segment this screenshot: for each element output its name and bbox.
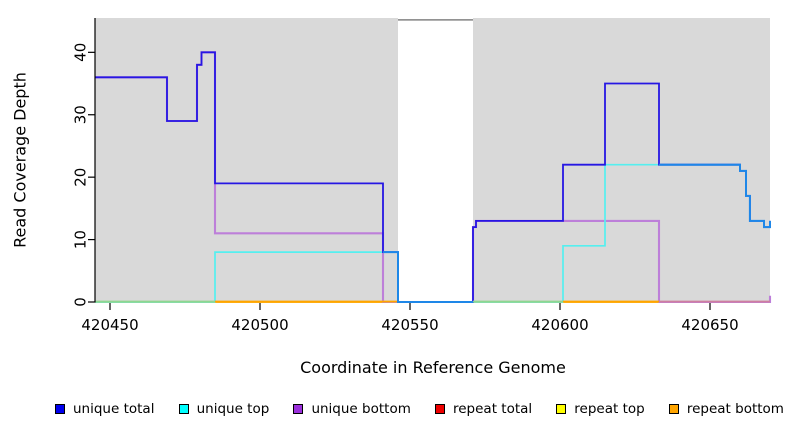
x-tick-label: 420600	[531, 316, 588, 334]
legend-label: repeat total	[452, 401, 533, 417]
legend-label: unique top	[196, 401, 270, 417]
chart-legend: unique total unique top unique bottom repea…	[55, 401, 784, 417]
y-tick-label: 10	[71, 230, 89, 249]
x-tick-label: 420500	[231, 316, 288, 334]
legend-swatch-icon	[293, 404, 304, 414]
gap-band	[398, 18, 473, 302]
legend-label: unique bottom	[311, 401, 411, 417]
legend-swatch-icon	[434, 404, 445, 414]
legend-swatch-icon	[668, 404, 679, 414]
legend-label: repeat bottom	[686, 401, 784, 417]
total-over-top-overlay	[659, 163, 771, 229]
legend-swatch-icon	[178, 404, 189, 414]
legend-swatch-icon	[55, 404, 65, 414]
legend-item-repeat-bottom: repeat bottom	[668, 401, 784, 417]
legend-item-repeat-top: repeat top	[556, 401, 645, 417]
legend-swatch-icon	[556, 404, 567, 414]
legend-label: unique total	[73, 401, 155, 417]
legend-label: repeat top	[574, 401, 645, 417]
x-tick-label: 420550	[381, 316, 438, 334]
y-axis-label: Read Coverage Depth	[10, 72, 30, 248]
y-tick-label: 40	[72, 43, 90, 62]
x-tick-label: 420650	[681, 316, 738, 334]
legend-item-unique-top: unique top	[178, 401, 270, 417]
y-tick-label: 0	[72, 297, 90, 307]
y-tick-label: 20	[71, 168, 89, 187]
x-axis-label: Coordinate in Reference Genome	[300, 358, 566, 377]
coverage-chart: 0 10 20 30 40 420450 420500 420550 420600 420650	[71, 18, 772, 334]
y-tick-label: 30	[72, 105, 90, 124]
legend-item-unique-bottom: unique bottom	[293, 401, 411, 417]
legend-item-repeat-total: repeat total	[434, 401, 533, 417]
legend-item-unique-total: unique total	[55, 401, 154, 417]
x-tick-label: 420450	[81, 316, 138, 334]
total-over-top-overlay	[383, 251, 473, 303]
